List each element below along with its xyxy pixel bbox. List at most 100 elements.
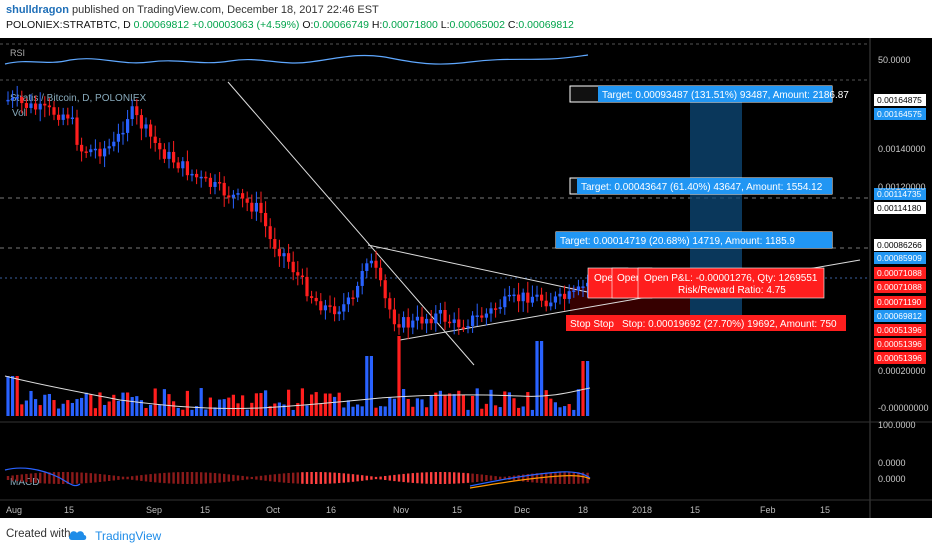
macd-bar [29, 473, 33, 483]
volume-bar [135, 396, 139, 416]
volume-bar [61, 403, 65, 416]
macd-bar [167, 472, 171, 484]
candle-body [365, 263, 369, 271]
volume-bar [374, 407, 378, 416]
candle-body [526, 292, 530, 303]
volume-bar [277, 402, 281, 416]
candle-body [38, 103, 42, 110]
volume-bar [264, 390, 268, 416]
candle-body [507, 294, 511, 297]
macd-bar [361, 475, 364, 481]
candle-body [264, 212, 268, 227]
candle-body [172, 151, 176, 163]
volume-bar [34, 399, 38, 416]
low-label: L: [440, 19, 450, 31]
candle-body [498, 307, 502, 309]
volume-bar [365, 356, 369, 416]
macd-bar [549, 472, 552, 484]
candle-body [66, 114, 70, 119]
macd-bar [448, 472, 451, 484]
macd-bar [103, 474, 106, 482]
macd-bar [517, 475, 520, 481]
candle-body [494, 308, 498, 310]
candle-body [567, 291, 571, 299]
target-box-3[interactable] [556, 232, 832, 248]
candle-body [540, 294, 544, 301]
volume-bar [130, 397, 134, 416]
volume-bar [199, 388, 203, 416]
open-stub-1-text: Ope [594, 273, 613, 284]
candle-body [388, 298, 392, 310]
candle-body [130, 106, 134, 120]
volume-bar [337, 392, 341, 416]
volume-bar [204, 409, 208, 416]
macd-bar [379, 476, 382, 480]
macd-bar [416, 472, 419, 484]
candle-body [236, 193, 240, 195]
volume-bar [461, 394, 465, 416]
chart-area[interactable]: RSI 50.0000 Stratis / Bitcoin, D, POLONI… [0, 38, 932, 518]
candle-body [535, 294, 539, 297]
candle-body [475, 315, 479, 317]
candle-body [34, 103, 38, 110]
macd-bar [374, 476, 378, 480]
tradingview-logo[interactable]: TradingView [68, 526, 161, 543]
price-tick-2: 0.00120000 [878, 182, 926, 192]
candle-body [530, 296, 534, 303]
volume-bar [158, 404, 162, 416]
volume-bar [38, 405, 42, 416]
target-box-2[interactable] [577, 178, 832, 194]
price-label-box [874, 324, 926, 336]
price-label: 0.00114180 [877, 203, 922, 213]
author-name[interactable]: shulldragon [6, 4, 69, 16]
candle-body [277, 248, 281, 257]
target-label-3: Target: 0.00014719 (20.68%) 14719, Amoun… [560, 236, 795, 247]
macd-bar [85, 472, 88, 484]
macd-bar [11, 475, 14, 481]
candle-body [443, 310, 447, 322]
volume-bar [356, 404, 360, 416]
price-label: 0.00071088 [877, 268, 922, 278]
volume-bar [6, 376, 10, 416]
candle-body [576, 286, 580, 291]
macd-bar [347, 473, 350, 483]
stop-box[interactable] [566, 315, 846, 331]
macd-bar [439, 472, 442, 484]
volume-bar [236, 403, 240, 416]
candle-body [282, 253, 286, 257]
macd-bar [66, 472, 69, 484]
price-tick-1: 0.00140000 [878, 144, 926, 154]
volume-bar [558, 407, 562, 416]
open-pl-box[interactable] [637, 267, 825, 299]
volume-bar [388, 397, 392, 416]
macd-bar [121, 476, 125, 480]
target-box-1[interactable] [598, 86, 832, 102]
volume-bar [466, 409, 470, 416]
chart-canvas[interactable]: RSI 50.0000 Stratis / Bitcoin, D, POLONI… [0, 38, 932, 518]
volume-bar [149, 404, 153, 416]
macd-bar [273, 474, 276, 482]
price-label-box [874, 188, 926, 200]
candle-body [112, 141, 116, 147]
open-label: O: [302, 19, 314, 31]
candle-body [268, 226, 272, 240]
volume-bar [268, 406, 272, 416]
macd-bar [328, 472, 332, 484]
volume-bar [480, 408, 484, 416]
macd-bar [278, 473, 281, 483]
macd-bar [388, 475, 391, 481]
macd-bar [397, 474, 401, 482]
macd-bar [581, 472, 585, 484]
price-label-box [874, 296, 926, 308]
candle-body [420, 316, 424, 324]
macd-bar [126, 476, 129, 480]
volume-bar [530, 409, 534, 416]
macd-bar [154, 473, 157, 483]
macd-bar [140, 475, 143, 481]
volume-bar [80, 397, 84, 416]
price-label-box [874, 108, 926, 120]
macd-bar [117, 476, 120, 480]
macd-bar [20, 474, 23, 482]
candle-body [70, 117, 74, 120]
candle-body [98, 148, 102, 157]
